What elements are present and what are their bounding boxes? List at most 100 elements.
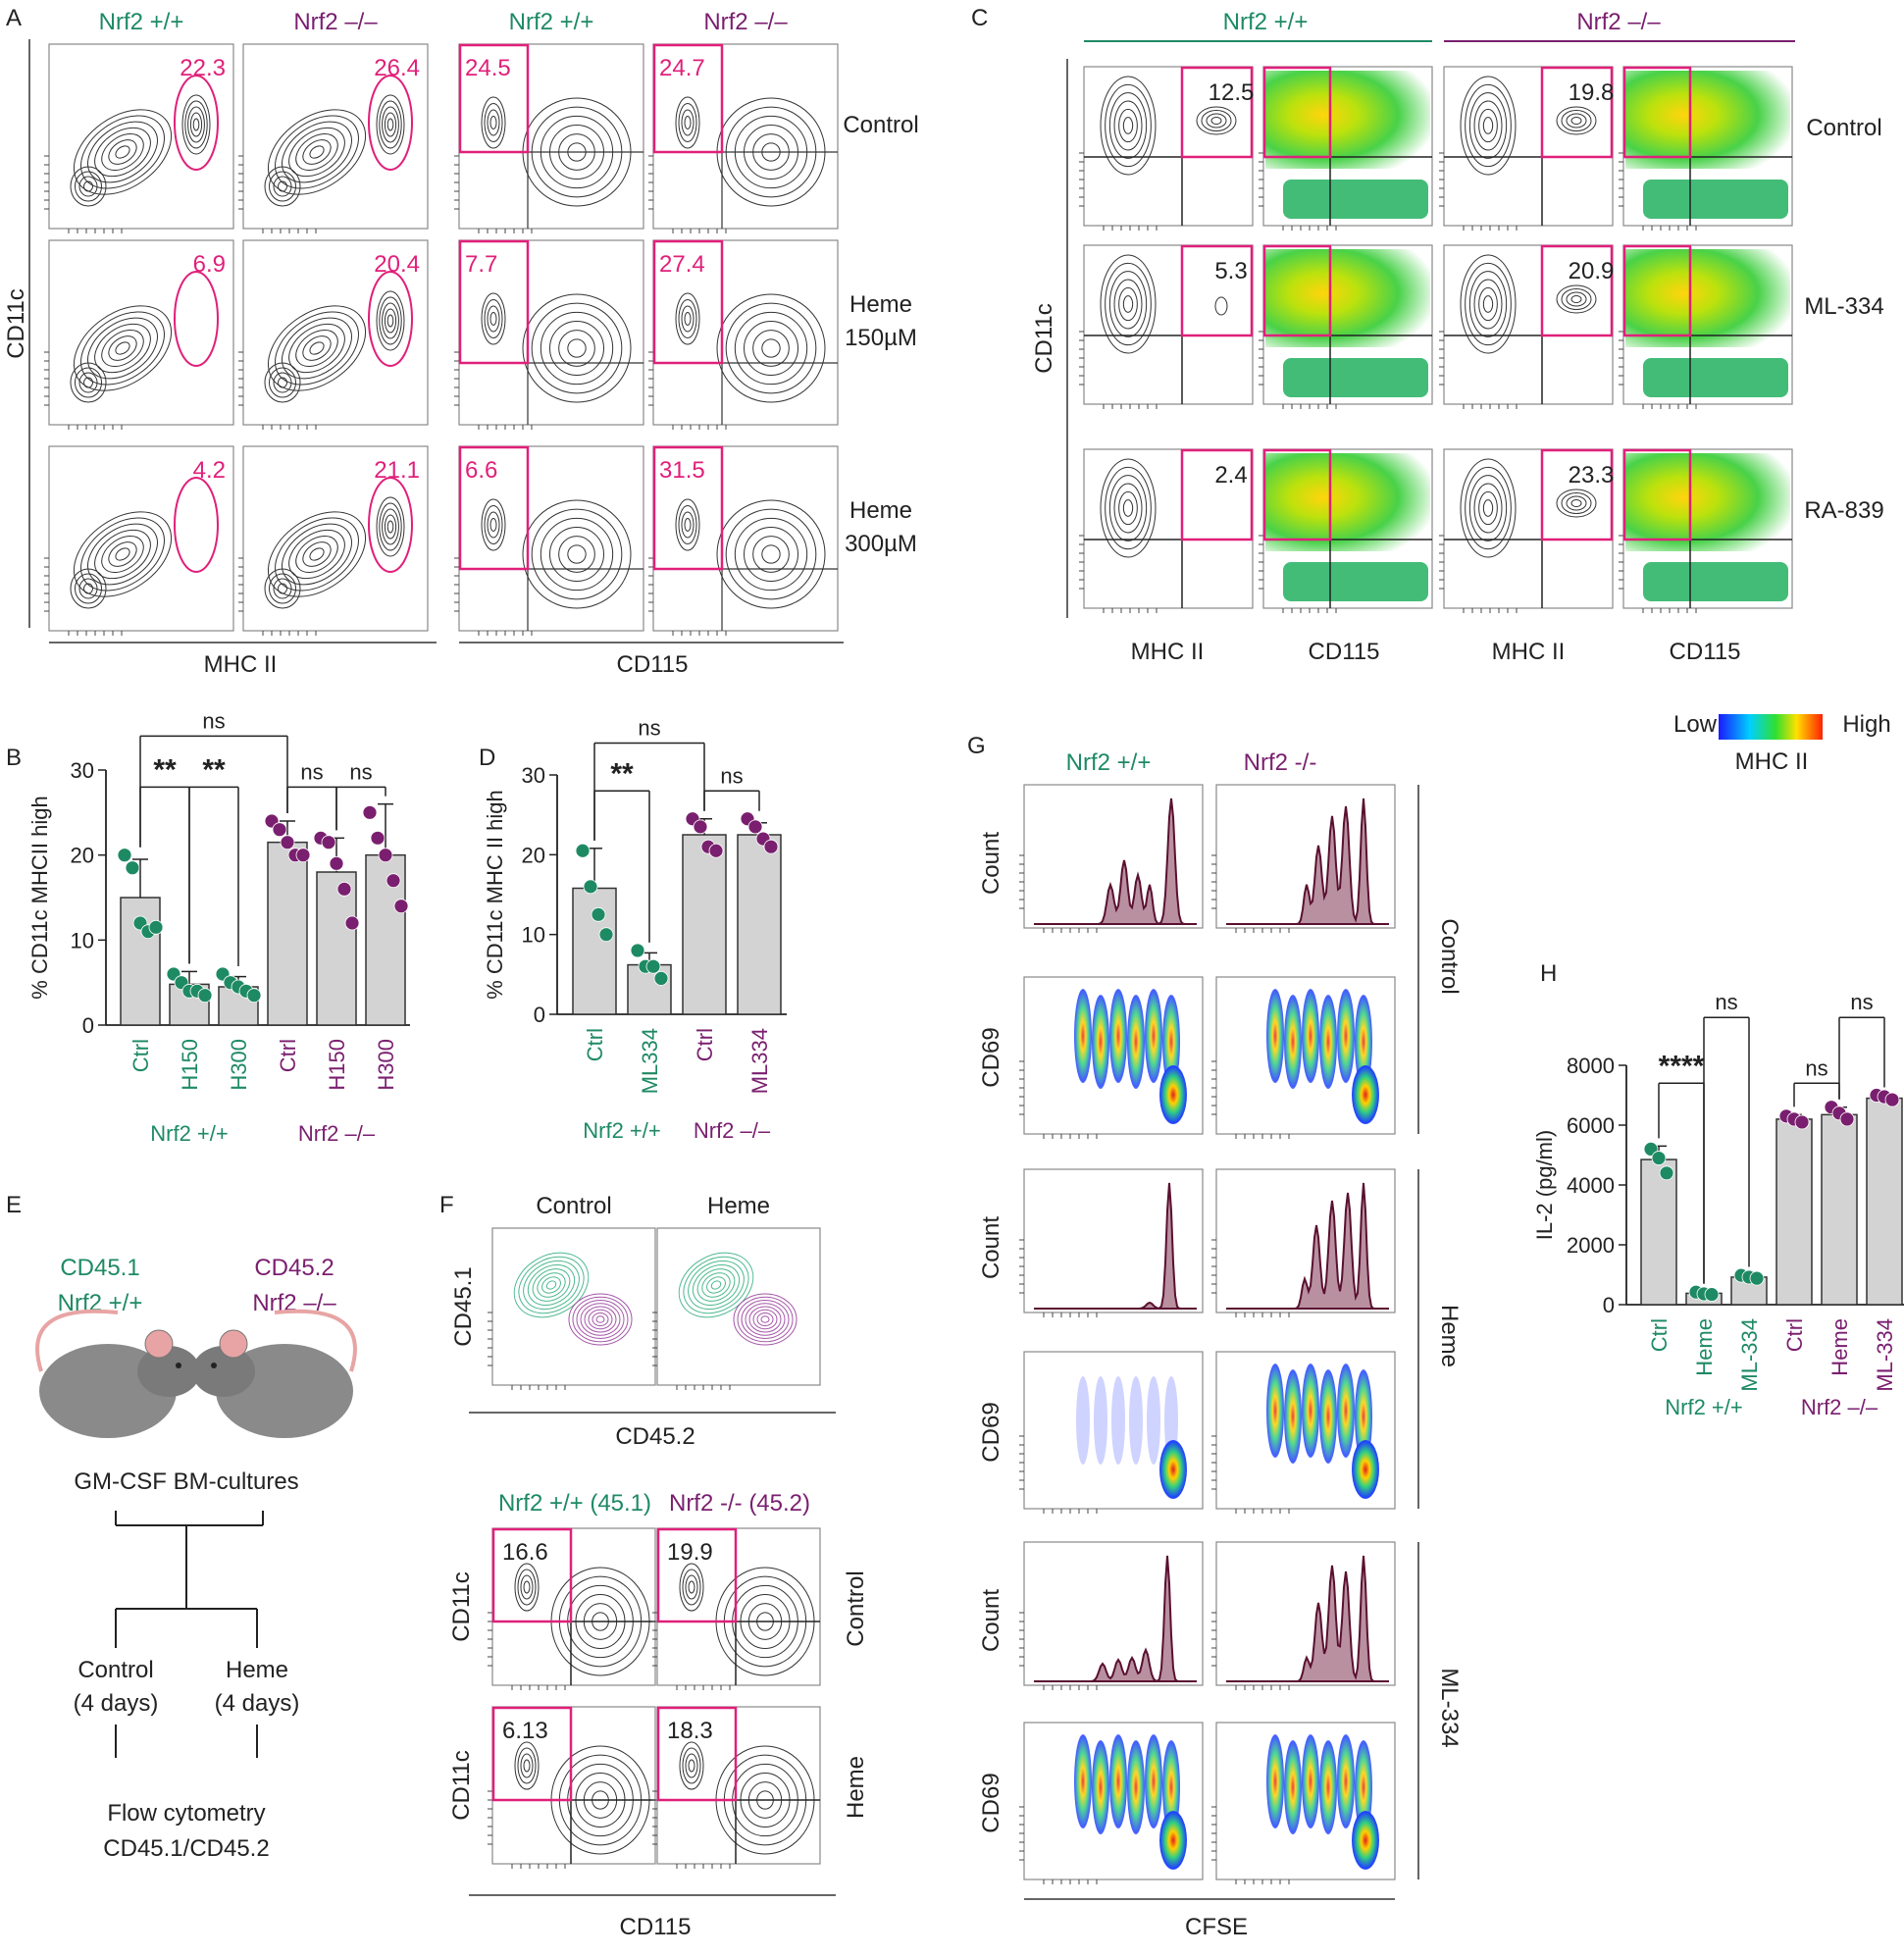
contour-line <box>70 568 107 609</box>
group-label: Nrf2 –/– <box>298 1121 376 1146</box>
row-label: 150µM <box>845 325 917 351</box>
gate-box <box>1540 66 1614 159</box>
contour-wt <box>532 1268 571 1302</box>
contour-line <box>181 94 211 155</box>
flow-plot: 2.4 <box>1079 448 1254 613</box>
data-point <box>598 927 614 943</box>
contour-line <box>1465 466 1512 550</box>
label: CD45.2 <box>254 1255 334 1281</box>
bar <box>737 834 782 1015</box>
scatter-density <box>1625 249 1790 347</box>
row-label: 300µM <box>845 531 917 557</box>
contour-ko <box>595 1315 605 1323</box>
contour-line <box>269 573 296 604</box>
contour-ko <box>592 1313 609 1326</box>
contour-line <box>487 305 500 333</box>
contour-line <box>1113 483 1143 534</box>
contour-line <box>1118 286 1138 322</box>
contour-line <box>384 308 397 334</box>
flow-plot: 6.9 <box>44 239 234 430</box>
scatter-density <box>1319 1369 1337 1464</box>
contour-line <box>87 121 158 183</box>
axis-label: CD115 <box>617 651 689 678</box>
contour-line <box>70 362 107 403</box>
contour-line <box>70 166 107 207</box>
plot-border <box>1443 448 1614 609</box>
scatter-density <box>1162 995 1180 1089</box>
contour-line <box>382 302 399 339</box>
plot-border <box>458 239 644 426</box>
scatter-density <box>1284 995 1302 1089</box>
gate-box <box>656 1527 738 1623</box>
contour-line <box>1482 117 1494 134</box>
contour-line <box>267 511 367 597</box>
scatter-density <box>1352 1065 1379 1124</box>
plot-border <box>1443 244 1614 405</box>
contour-line <box>549 321 604 376</box>
contour-line <box>489 518 497 532</box>
gate-box <box>1540 244 1614 337</box>
flow-plot: 24.7 <box>648 43 839 233</box>
scatter-density <box>1302 1364 1319 1458</box>
contour-line <box>115 547 130 561</box>
contour-line <box>264 568 301 609</box>
histogram <box>1034 1182 1197 1310</box>
flow-plot: 24.5 <box>454 43 644 233</box>
contour-line <box>1556 106 1597 135</box>
bar-chart: 0 10 20 30 % CD11c MHC II high Ctrl ML334 Ctrl M… <box>483 715 787 1143</box>
contour-line <box>376 496 405 557</box>
category-label: Ctrl <box>1782 1318 1807 1352</box>
contour-line <box>517 1747 537 1784</box>
scatter-density <box>1076 1376 1090 1465</box>
contour-line <box>273 578 292 599</box>
category-label: H150 <box>178 1039 202 1091</box>
scatter-density <box>1643 180 1788 219</box>
contour-line <box>309 547 325 561</box>
contour-ko <box>576 1300 625 1339</box>
contour-line <box>379 100 402 149</box>
contour-line <box>752 536 790 573</box>
flow-plot <box>1259 244 1433 409</box>
contour-line <box>1478 108 1498 143</box>
category-label: Ctrl <box>1647 1318 1672 1352</box>
flow-plot <box>1619 66 1793 231</box>
axis-label: CFSE <box>1185 1914 1248 1940</box>
contour-ko <box>745 1303 786 1336</box>
mouse-eye <box>176 1363 181 1368</box>
data-point <box>344 915 360 931</box>
mouse-head <box>137 1346 200 1397</box>
contour-wt <box>683 1256 749 1314</box>
contour-line <box>386 314 394 328</box>
contour-line <box>115 145 130 159</box>
flow-plot <box>1211 1722 1396 1884</box>
scatter-density <box>1147 1376 1160 1465</box>
gate-box <box>458 445 530 571</box>
gate-value: 24.7 <box>659 55 705 81</box>
flow-plot <box>652 1227 821 1390</box>
scatter-density <box>1284 1740 1302 1834</box>
contour-line <box>517 1569 537 1606</box>
contour-line <box>681 511 695 539</box>
contour-line <box>1570 117 1582 125</box>
contour-line <box>282 317 352 380</box>
scatter-density <box>1265 249 1430 347</box>
scatter-density <box>1352 1440 1379 1499</box>
contour-line <box>382 508 399 545</box>
contour-line <box>685 1753 698 1778</box>
scatter-density <box>1319 1740 1337 1834</box>
gate-ellipse <box>368 477 413 573</box>
contour-line <box>295 329 338 368</box>
label: CD45.1 <box>60 1255 139 1281</box>
contour-line <box>309 145 325 159</box>
scatter-density <box>1355 1740 1372 1834</box>
category-label: Heme <box>1692 1318 1717 1376</box>
data-point <box>362 804 378 820</box>
gate-value: 22.3 <box>180 55 226 81</box>
bar-chart: 0 2000 4000 6000 8000 IL-2 (pg/ml) Ctrl Heme ML-… <box>1532 990 1904 1419</box>
contour-line <box>489 116 497 129</box>
contour-ko <box>572 1296 629 1343</box>
contour-line <box>679 1741 704 1790</box>
contour-line <box>1105 83 1152 168</box>
y-axis-label: % CD11c MHC II high <box>483 790 507 1000</box>
mouse-eye <box>211 1363 217 1368</box>
